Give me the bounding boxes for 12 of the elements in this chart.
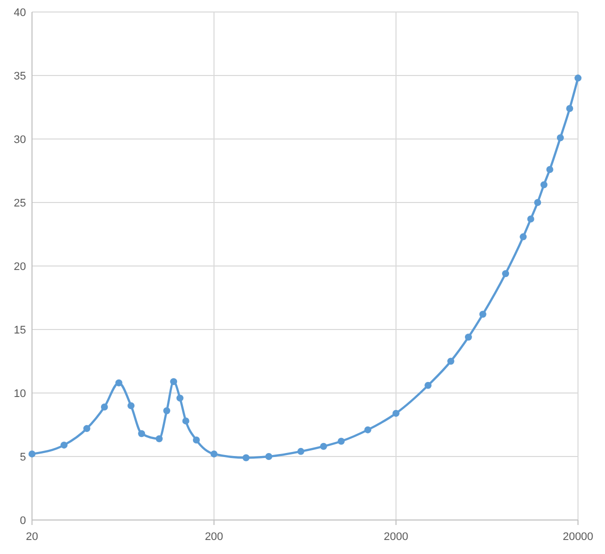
x-tick-label: 20000	[562, 531, 594, 543]
y-tick-label: 0	[20, 515, 26, 527]
y-tick-label: 40	[14, 7, 26, 19]
y-tick-label: 5	[20, 452, 26, 464]
y-tick-label: 35	[14, 70, 26, 82]
y-tick-label: 20	[14, 261, 26, 273]
y-tick-label: 25	[14, 198, 26, 210]
x-tick-label: 200	[204, 531, 224, 543]
x-tick-label: 2000	[384, 531, 408, 543]
y-tick-label: 10	[14, 388, 26, 400]
y-tick-label: 30	[14, 134, 26, 146]
y-tick-label: 15	[14, 324, 26, 336]
